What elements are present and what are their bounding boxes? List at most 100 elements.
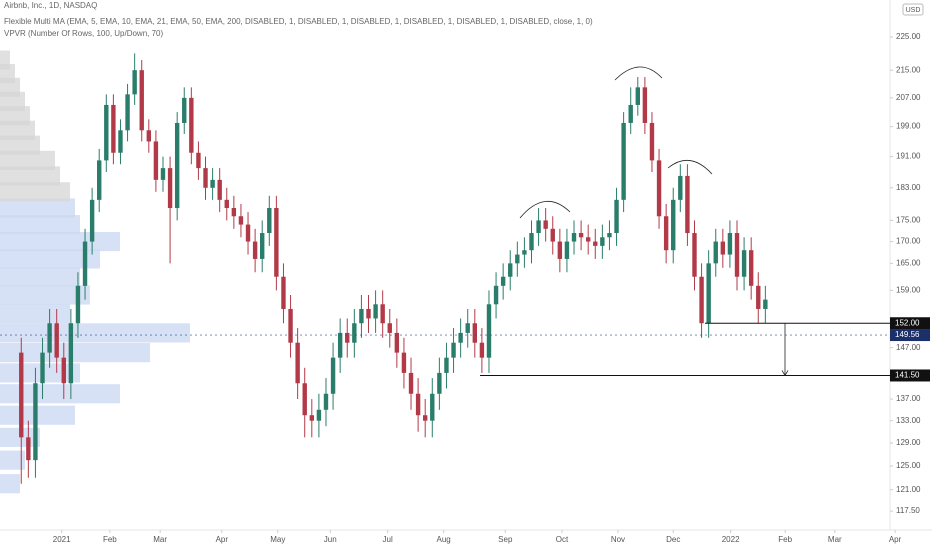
- x-tick-label: Jul: [383, 535, 393, 544]
- level-label-box: [890, 369, 930, 382]
- indicator-label: Flexible Multi MA (EMA, 5, EMA, 10, EMA,…: [4, 17, 593, 26]
- y-tick-label: 215.00: [896, 65, 921, 74]
- candle-body: [692, 233, 697, 277]
- x-tick-label: 2021: [53, 535, 71, 544]
- shoulder-arc: [667, 160, 713, 175]
- x-tick-label: Dec: [666, 535, 680, 544]
- candle-body: [189, 97, 194, 153]
- candle-body: [607, 233, 612, 238]
- candle-body: [578, 233, 584, 238]
- head-arc: [614, 66, 663, 81]
- candle-body: [182, 97, 187, 123]
- x-tick-label: Oct: [556, 535, 569, 544]
- level-label-box: [890, 317, 930, 330]
- y-tick-label: 133.00: [896, 416, 921, 425]
- candle-body: [345, 332, 350, 343]
- candle-body: [493, 285, 499, 305]
- candle-body: [734, 233, 740, 277]
- candle-body: [543, 220, 548, 229]
- candle-body: [352, 323, 357, 343]
- candle-body: [111, 104, 116, 153]
- candle-body: [146, 130, 152, 142]
- candle-body: [54, 323, 59, 358]
- y-tick-label: 165.00: [896, 258, 921, 267]
- candle-body: [167, 168, 173, 209]
- x-tick-label: Apr: [889, 535, 902, 544]
- x-tick-label: Feb: [778, 535, 792, 544]
- currency[interactable]: USD: [906, 7, 921, 14]
- candle-body: [19, 352, 24, 438]
- y-tick-label: 117.50: [896, 506, 920, 515]
- candle-body: [550, 228, 555, 242]
- candle-body: [430, 393, 435, 421]
- candle-body: [160, 168, 166, 180]
- candle-body: [748, 250, 754, 286]
- volume-bar: [0, 285, 90, 305]
- candle-body: [245, 224, 251, 242]
- y-tick-label: 175.00: [896, 216, 921, 225]
- candle-body: [600, 237, 605, 246]
- candle-body: [649, 122, 655, 161]
- candle-body: [97, 160, 102, 200]
- candle-body: [47, 323, 52, 353]
- level-label: 152.00: [895, 318, 920, 327]
- candle-body: [267, 208, 272, 234]
- volume-bar: [0, 304, 70, 324]
- candle-body: [685, 175, 690, 234]
- candle-body: [323, 393, 329, 410]
- candle-body: [720, 241, 726, 255]
- candle-body: [82, 241, 88, 286]
- candle-body: [104, 104, 109, 161]
- candle-body: [437, 372, 442, 394]
- candle-body: [337, 332, 343, 358]
- x-tick-label: 2022: [722, 535, 740, 544]
- candle-body: [415, 393, 421, 416]
- candle-body: [671, 199, 676, 251]
- y-tick-label: 129.00: [896, 438, 921, 447]
- candle-body: [231, 208, 237, 217]
- volume-bar: [0, 474, 20, 494]
- x-tick-label: Aug: [437, 535, 451, 544]
- last-price-label: 149.56: [895, 330, 920, 339]
- candle-body: [153, 141, 159, 180]
- candle-body: [628, 104, 633, 123]
- candle-body: [210, 179, 215, 188]
- volume-bar: [0, 343, 150, 363]
- candle-body: [763, 299, 768, 309]
- candle-body: [465, 323, 470, 333]
- candle-body: [642, 87, 648, 123]
- candle-body: [252, 241, 258, 259]
- candle-body: [408, 372, 414, 394]
- candle-body: [387, 323, 392, 333]
- candle-body: [75, 285, 81, 324]
- candle-body: [118, 130, 123, 153]
- candle-body: [394, 332, 400, 353]
- currency-box[interactable]: [902, 3, 924, 16]
- arrow-head: [781, 370, 789, 377]
- candle-body: [500, 276, 506, 286]
- candles: [19, 53, 768, 484]
- candle-body: [621, 122, 626, 200]
- volume-bar: [0, 267, 80, 287]
- level-label: 141.50: [895, 371, 920, 380]
- candle-body: [224, 199, 229, 209]
- y-tick-label: 125.00: [896, 461, 921, 470]
- candle-body: [401, 352, 407, 373]
- volume-bar: [0, 384, 120, 404]
- candle-body: [678, 175, 683, 200]
- candle-body: [281, 276, 286, 309]
- candle-body: [302, 383, 307, 416]
- x-tick-label: Mar: [828, 535, 842, 544]
- candle-body: [238, 216, 244, 225]
- candle-body: [174, 122, 180, 209]
- candle-body: [274, 208, 279, 277]
- candle-body: [380, 304, 385, 324]
- candle-body: [217, 179, 222, 200]
- candle-body: [295, 342, 300, 384]
- candle-body: [444, 357, 449, 373]
- volume-bar: [0, 166, 60, 186]
- y-tick-label: 121.00: [896, 485, 921, 494]
- volume-bar: [0, 198, 75, 218]
